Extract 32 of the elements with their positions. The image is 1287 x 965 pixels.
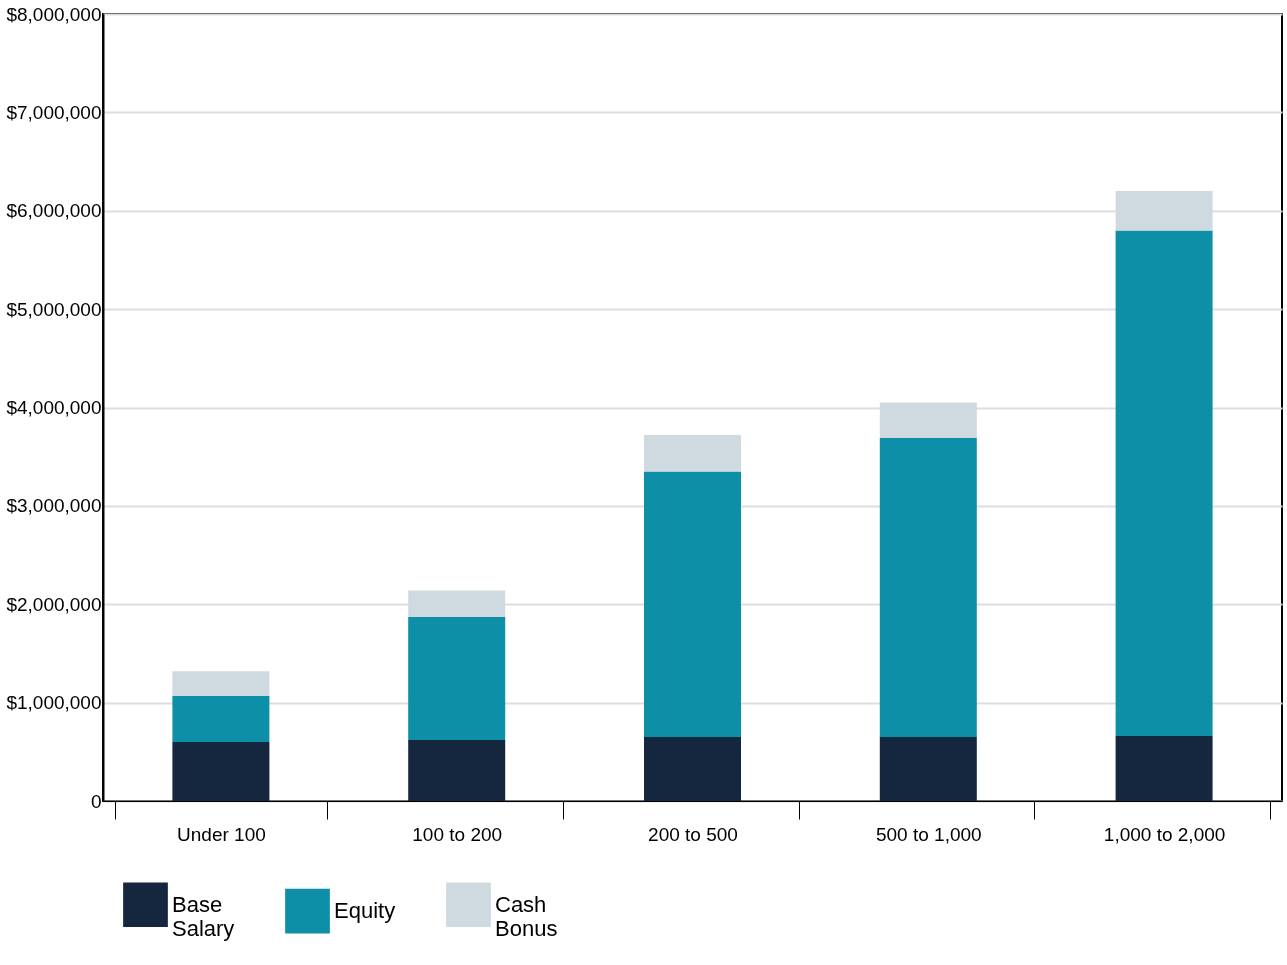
y-tick-label: $4,000,000 xyxy=(6,397,102,418)
bar xyxy=(408,590,506,618)
bar xyxy=(1115,736,1213,801)
x-tick-label: 200 to 500 xyxy=(648,823,738,845)
y-tick-label: $2,000,000 xyxy=(6,593,102,615)
bar xyxy=(408,617,506,741)
bar xyxy=(408,740,506,801)
y-tick-label: $7,000,000 xyxy=(6,101,102,123)
bar xyxy=(1115,230,1213,737)
legend-label: Cash Bonus xyxy=(495,891,558,941)
bar xyxy=(644,435,741,472)
y-tick-label: $1,000,000 xyxy=(6,692,102,714)
x-tick-label: Under 100 xyxy=(177,823,266,845)
y-tick-label: $8,000,000 xyxy=(6,3,102,25)
y-tick-label: $6,000,000 xyxy=(6,200,102,222)
x-tick-label: 100 to 200 xyxy=(412,823,503,845)
y-tick-label: 0 xyxy=(90,790,102,812)
legend-label: Equity xyxy=(334,898,396,924)
bar xyxy=(644,471,741,738)
bar xyxy=(172,695,270,742)
bar xyxy=(879,438,977,738)
bar xyxy=(879,402,977,438)
bar xyxy=(879,737,977,801)
bar xyxy=(172,741,270,801)
bar xyxy=(172,671,270,696)
y-tick-label: $5,000,000 xyxy=(6,298,102,320)
x-tick-label: 1,000 to 2,000 xyxy=(1103,823,1226,845)
bar xyxy=(644,737,741,801)
x-tick-label: 500 to 1,000 xyxy=(875,823,982,845)
legend-label: Base Salary xyxy=(172,891,235,941)
y-tick-label: $3,000,000 xyxy=(6,495,102,517)
bar xyxy=(1115,191,1213,231)
